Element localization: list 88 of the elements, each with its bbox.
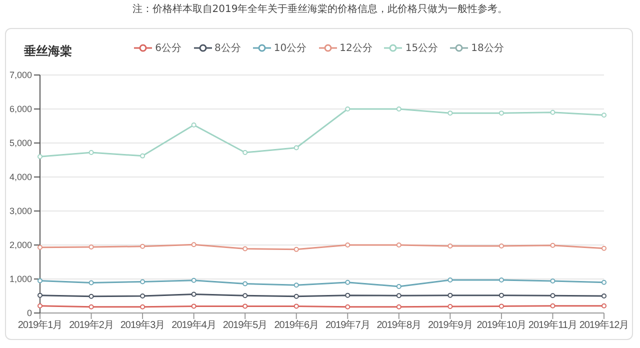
point	[140, 294, 146, 298]
point	[242, 293, 248, 298]
point	[550, 293, 556, 298]
point	[498, 244, 504, 249]
point	[242, 304, 248, 309]
point	[88, 294, 94, 299]
point	[345, 242, 350, 248]
point	[448, 110, 453, 116]
point	[242, 150, 248, 156]
x-tick-label: 2019年2月	[69, 319, 114, 332]
legend-label: 10公分	[274, 42, 307, 55]
point	[448, 304, 453, 310]
point	[294, 294, 299, 299]
point	[88, 244, 94, 250]
x-tick-label: 2019年9月	[428, 319, 472, 332]
x-tick-label: 2019年8月	[376, 319, 422, 332]
point	[498, 278, 504, 283]
point	[140, 244, 146, 249]
y-tick-label: 3,000	[9, 206, 32, 216]
point	[38, 303, 42, 308]
y-tick-label: 0	[26, 308, 32, 318]
x-tick-label: 2019年4月	[172, 319, 216, 332]
point	[396, 242, 402, 248]
y-tick-label: 6,000	[9, 104, 32, 114]
point	[602, 294, 606, 298]
x-tick-label: 2019年12月	[579, 319, 629, 332]
point	[88, 150, 94, 156]
legend-label: 12公分	[340, 42, 372, 55]
point	[602, 112, 606, 118]
point	[294, 304, 299, 309]
point	[294, 246, 299, 252]
point	[448, 278, 453, 283]
point	[345, 292, 350, 298]
legend-label: 18公分	[471, 42, 504, 55]
y-tick-label: 7,000	[9, 70, 32, 80]
point	[345, 106, 350, 112]
point	[345, 304, 350, 310]
point	[602, 303, 606, 308]
x-tick-label: 2019年1月	[18, 319, 62, 332]
point	[191, 304, 196, 309]
point	[550, 110, 556, 115]
point	[345, 280, 350, 285]
x-tick-label: 2019年7月	[325, 319, 370, 332]
x-tick-label: 2019年3月	[120, 319, 165, 332]
y-tick-label: 2,000	[9, 240, 32, 250]
x-tick-label: 2019年6月	[274, 319, 319, 332]
point	[498, 292, 504, 298]
point	[448, 292, 453, 298]
x-tick-label: 2019年10月	[476, 319, 526, 332]
point	[140, 153, 146, 158]
point	[88, 304, 94, 310]
point	[550, 278, 556, 284]
point	[38, 292, 42, 298]
point	[38, 244, 42, 250]
point	[140, 279, 146, 284]
point	[396, 284, 402, 289]
point	[602, 280, 606, 285]
legend-label: 15公分	[405, 42, 438, 55]
point	[550, 242, 556, 248]
point	[191, 292, 196, 297]
point	[498, 304, 504, 309]
legend-label: 6公分	[155, 42, 182, 55]
point	[396, 106, 402, 112]
y-tick-label: 1,000	[9, 274, 32, 284]
y-tick-label: 4,000	[9, 172, 32, 182]
point	[396, 304, 402, 310]
point	[396, 293, 402, 298]
y-tick-label: 5,000	[9, 138, 32, 148]
point	[140, 304, 146, 310]
point	[448, 244, 453, 249]
point	[191, 242, 196, 248]
point	[242, 281, 248, 286]
chart-title: 垂丝海棠	[24, 43, 72, 60]
point	[498, 110, 504, 116]
point	[38, 154, 42, 160]
point	[602, 246, 606, 251]
x-tick-label: 2019年11月	[528, 319, 578, 332]
point	[38, 278, 42, 284]
point	[550, 303, 556, 308]
text: 注：价格样本取自2019年全年关于垂丝海棠的价格信息，此价格只做为一般性参考。	[131, 2, 509, 16]
point	[294, 145, 299, 150]
legend-label: 8公分	[214, 42, 241, 55]
point	[294, 282, 299, 288]
point	[242, 246, 248, 252]
point	[191, 278, 196, 283]
point	[88, 280, 94, 286]
point	[191, 122, 196, 128]
x-tick-label: 2019年5月	[222, 319, 268, 332]
